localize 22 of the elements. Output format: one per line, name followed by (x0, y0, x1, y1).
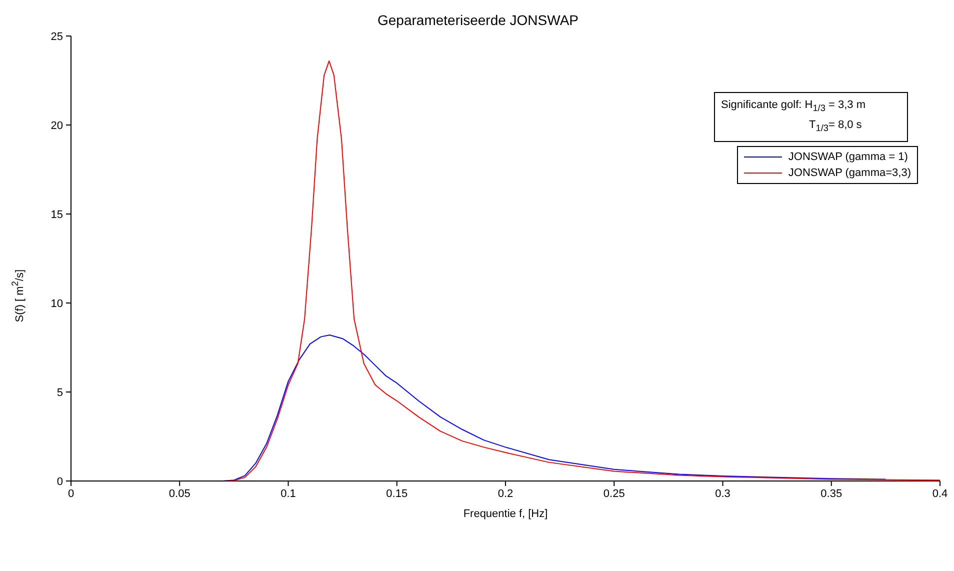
x-tick-label: 0.3 (715, 488, 730, 500)
annotation: Significante golf: H$_{1/3}$ = 3,3 m (721, 98, 866, 116)
x-tick-label: 0.4 (932, 488, 948, 500)
y-tick-label: 20 (50, 120, 63, 132)
legend-label: JONSWAP (gamma=3,3) (788, 167, 911, 179)
x-tick-label: 0.25 (603, 488, 625, 500)
y-tick-label: 5 (56, 386, 63, 399)
x-tick-label: 0 (68, 488, 74, 500)
y-tick-label: 0 (56, 476, 63, 488)
x-tick-label: 0.15 (386, 488, 408, 500)
chart-title: Geparameteriseerde JONSWAP (376, 12, 580, 28)
x-tick-label: 0.2 (498, 488, 514, 500)
x-axis-title: Frequentie f, [Hz] (463, 508, 548, 520)
y-tick-label: 10 (50, 298, 63, 310)
note-box: Significante golf: H$_{1/3}$ = 3,3 m T$_{1/3}$= 8,0 s (714, 92, 908, 142)
y-tick-label: 15 (50, 208, 63, 221)
legend-label: JONSWAP (gamma = 1) (788, 151, 908, 163)
x-tick-label: 0.05 (168, 488, 190, 500)
x-tick-label: 0.35 (820, 488, 842, 500)
y-tick-label: 25 (50, 30, 63, 43)
x-tick-label: 0.1 (280, 488, 296, 500)
annotation: T$_{1/3}$= 8,0 s (808, 118, 863, 136)
